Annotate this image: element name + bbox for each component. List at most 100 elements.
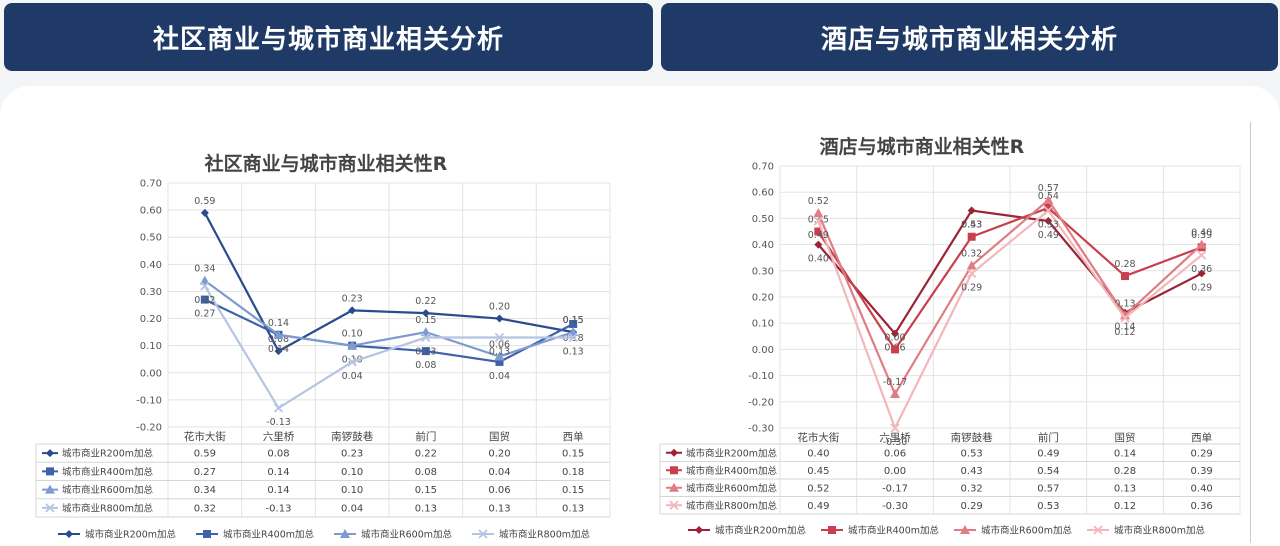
data-label: -0.13 [266,417,291,428]
table-legend-marker [46,449,54,458]
table-legend-marker [45,484,55,494]
table-row-header: 城市商业R200m加总 [686,447,777,459]
data-label: 0.14 [268,318,289,329]
y-tick-label: 0.70 [752,162,774,173]
data-label: 0.15 [415,315,436,326]
data-label: 0.40 [808,254,829,265]
data-label: 0.53 [1038,220,1059,231]
data-point [813,216,823,226]
y-tick-label: 0.10 [140,341,162,352]
legend-label: 城市商业R400m加总 [223,529,314,541]
data-label: 0.08 [268,334,289,345]
table-cell: 0.10 [341,485,363,496]
x-category-label: 六里桥 [263,431,295,443]
series-line [817,208,1203,431]
x-category-label: 花市大街 [184,430,226,443]
table-cell: 0.13 [1114,483,1136,494]
data-label: 0.14 [268,344,289,355]
table-cell: 0.08 [267,449,289,460]
y-tick-label: 0.40 [752,240,774,251]
table-cell: 0.29 [1191,448,1213,459]
data-label: 0.08 [415,360,436,371]
table-cell: 0.20 [488,449,510,460]
table-cell: 0.00 [884,466,906,477]
data-label: 0.10 [342,355,363,366]
table-cell: 0.10 [341,467,363,478]
data-point [1120,313,1130,323]
data-label: 0.13 [563,347,584,358]
legend-label: 城市商业R800m加总 [499,529,590,541]
y-tick-label: 0.20 [752,293,774,304]
x-category-label: 前门 [1038,431,1059,444]
data-point [1121,272,1129,281]
table-cell: 0.18 [562,467,584,478]
data-point [890,423,900,433]
table-cell: 0.12 [1114,501,1136,512]
y-tick-label: 0.10 [752,319,774,330]
data-point [1044,217,1053,226]
y-tick-label: 0.30 [752,266,774,277]
table-row-header: 城市商业R800m加总 [686,500,777,512]
data-point [813,208,824,218]
x-category-label: 西单 [563,431,584,443]
legend-label: 城市商业R400m加总 [848,525,939,537]
data-label: 0.40 [1191,228,1212,239]
data-label: 0.29 [1191,282,1212,293]
data-point [891,345,899,354]
data-point [1196,239,1207,249]
table-cell: -0.30 [882,501,908,512]
x-category-label: 国贸 [489,431,510,443]
data-point [814,227,823,236]
table-cell: 0.53 [961,448,983,459]
data-point [347,340,358,350]
data-point [1197,269,1206,278]
data-point [967,268,977,279]
series-line [203,285,574,410]
table-cell: 0.27 [194,467,216,478]
x-category-label: 花市大街 [797,431,839,444]
chart-title: 酒店与城市商业相关性R [820,135,1025,158]
data-point [1043,205,1053,216]
data-point [1197,250,1207,260]
table-cell: 0.43 [961,466,983,477]
data-label: -0.30 [883,437,908,448]
table-row-header: 城市商业R600m加总 [686,482,777,494]
y-tick-label: -0.10 [136,395,162,406]
table-cell: 0.04 [488,467,510,478]
table-cell: 0.32 [961,483,983,494]
divider [1250,122,1251,543]
table-cell: 0.15 [415,485,437,496]
series-line [817,206,1203,352]
series-line [817,198,1203,397]
table-cell: 0.39 [1191,466,1213,477]
y-tick-label: 0.60 [752,188,774,199]
legend-marker [65,530,73,538]
x-category-label: 西单 [1191,432,1212,444]
data-point [200,295,209,304]
data-point [891,329,899,338]
data-label: 0.53 [961,220,982,231]
legend-label: 城市商业R800m加总 [1114,525,1205,537]
data-label: 0.34 [194,264,215,275]
table-cell: 0.08 [415,467,437,478]
legend-marker [340,529,350,538]
data-point [200,208,209,217]
data-point [200,281,210,291]
series-line [204,298,574,364]
y-tick-label: 0.40 [140,260,162,271]
table-legend-marker [670,448,678,457]
data-label: 0.27 [194,309,215,320]
data-label: 0.13 [1114,298,1135,309]
table-legend-marker [45,503,55,513]
y-tick-label: -0.20 [748,397,774,408]
y-tick-label: 0.30 [140,287,162,298]
y-tick-label: 0.70 [140,179,162,190]
y-tick-label: 0.00 [140,368,162,379]
legend-label: 城市商业R200m加总 [85,529,176,541]
table-row-header: 城市商业R800m加总 [62,502,153,514]
table-cell: 0.49 [807,501,829,512]
table-cell: 0.53 [1037,501,1059,512]
data-label: 0.20 [489,302,510,313]
table-cell: 0.59 [194,449,216,460]
data-label: 0.49 [1038,230,1059,241]
